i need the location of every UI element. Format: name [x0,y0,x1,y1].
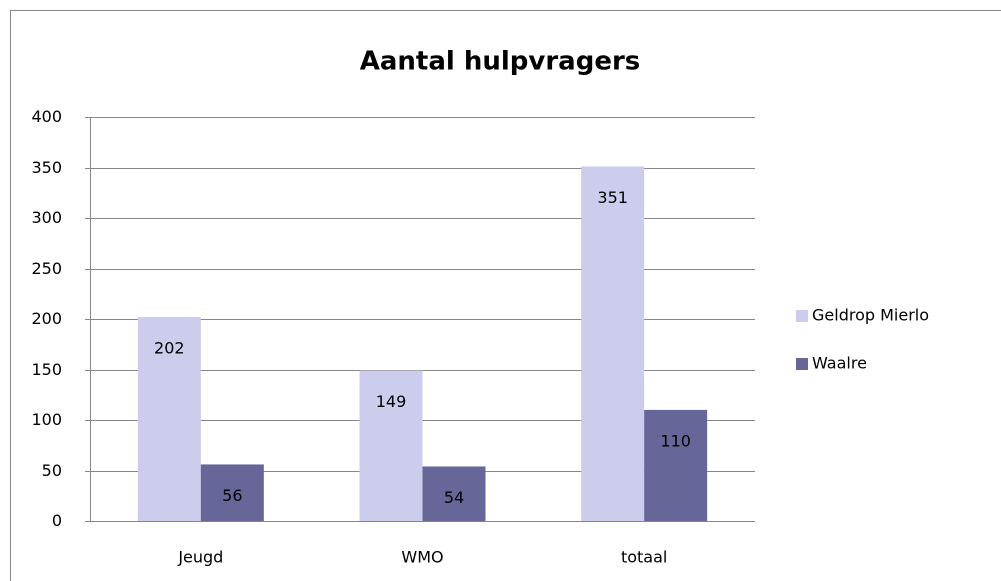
x-tick-label: WMO [401,548,443,567]
data-label: 54 [444,488,464,507]
data-label: 149 [376,392,407,411]
y-tick-label: 300 [31,208,62,227]
data-label: 351 [597,188,628,207]
bar [644,409,708,521]
x-tick-label: totaal [621,548,667,567]
y-tick-label: 400 [31,107,62,126]
y-tick-label: 50 [42,461,62,480]
data-label: 110 [660,431,691,450]
y-tick-label: 150 [31,360,62,379]
bar [137,316,201,521]
y-tick-label: 200 [31,309,62,328]
data-label: 202 [154,338,185,357]
y-tick-label: 350 [31,158,62,177]
bar [200,464,264,521]
legend-label: Geldrop Mierlo [812,306,929,325]
y-tick-label: 0 [52,511,62,530]
legend-swatch [796,358,808,370]
y-tick-label: 100 [31,410,62,429]
data-label: 56 [222,486,242,505]
y-tick-label: 250 [31,259,62,278]
bar [422,466,486,521]
x-tick-label: Jeugd [177,548,223,567]
bar [581,166,645,522]
bar [359,370,423,521]
legend-label: Waalre [812,354,867,373]
legend-swatch [796,310,808,322]
chart-title: Aantal hulpvragers [360,47,641,77]
